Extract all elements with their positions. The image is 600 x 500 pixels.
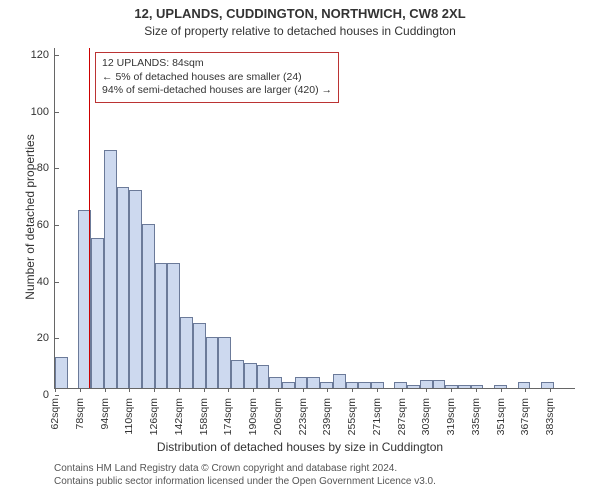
bar [180,317,193,388]
bar [167,263,180,388]
reference-line [89,48,90,388]
chart-title: 12, UPLANDS, CUDDINGTON, NORTHWICH, CW8 … [0,6,600,21]
x-axis-label: Distribution of detached houses by size … [0,440,600,454]
bar [117,187,130,388]
x-tick-mark [129,388,130,392]
x-tick: 142sqm [173,394,185,435]
x-tick: 190sqm [247,394,259,435]
y-tick: 80 [37,162,55,174]
x-tick-mark [303,388,304,392]
bar [282,382,295,388]
bar [206,337,219,388]
chart-subtitle: Size of property relative to detached ho… [0,24,600,38]
bar [231,360,244,388]
bar [541,382,554,388]
bar [218,337,231,388]
x-tick: 271sqm [371,394,383,435]
annotation-line2: ← 5% of detached houses are smaller (24) [102,71,332,85]
x-tick-mark [501,388,502,392]
footer-attribution: Contains HM Land Registry data © Crown c… [54,462,436,488]
bar [269,377,282,388]
x-tick: 351sqm [495,394,507,435]
bar [91,238,104,388]
x-tick-mark [426,388,427,392]
bar [142,224,155,388]
bar [420,380,433,389]
bar [295,377,308,388]
x-tick: 158sqm [198,394,210,435]
x-tick: 239sqm [321,394,333,435]
x-tick-mark [550,388,551,392]
x-tick-mark [352,388,353,392]
x-tick-mark [80,388,81,392]
y-tick: 120 [31,49,55,61]
x-tick: 383sqm [544,394,556,435]
x-tick-mark [377,388,378,392]
x-tick-mark [476,388,477,392]
bar [358,382,371,388]
x-tick-mark [204,388,205,392]
x-tick: 206sqm [272,394,284,435]
plot-area: 12 UPLANDS: 84sqm ← 5% of detached house… [54,48,575,389]
bar [104,150,117,388]
x-tick-mark [154,388,155,392]
x-tick: 110sqm [123,394,135,435]
annotation-box: 12 UPLANDS: 84sqm ← 5% of detached house… [95,52,339,103]
x-tick: 287sqm [396,394,408,435]
bar [333,374,346,388]
x-tick-mark [253,388,254,392]
annotation-line1: 12 UPLANDS: 84sqm [102,57,332,71]
footer-line2: Contains public sector information licen… [54,475,436,488]
bar [518,382,531,388]
x-tick: 62sqm [49,394,61,430]
footer-line1: Contains HM Land Registry data © Crown c… [54,462,436,475]
x-tick: 319sqm [445,394,457,435]
bar [155,263,168,388]
x-tick: 223sqm [297,394,309,435]
bar [458,385,471,388]
y-tick: 100 [31,106,55,118]
x-tick: 367sqm [519,394,531,435]
x-tick: 126sqm [148,394,160,435]
bar [129,190,142,388]
y-axis-label: Number of detached properties [23,117,37,317]
x-tick-mark [228,388,229,392]
bar [55,357,68,388]
x-tick: 335sqm [470,394,482,435]
x-tick-mark [105,388,106,392]
x-tick-mark [278,388,279,392]
bar [433,380,446,389]
x-tick: 303sqm [420,394,432,435]
x-tick: 78sqm [74,394,86,430]
x-tick-mark [451,388,452,392]
x-tick-mark [327,388,328,392]
bar [307,377,320,388]
y-tick: 60 [37,219,55,231]
x-tick-mark [179,388,180,392]
annotation-line3: 94% of semi-detached houses are larger (… [102,84,332,98]
y-tick: 40 [37,276,55,288]
y-tick: 20 [37,332,55,344]
x-tick-mark [402,388,403,392]
x-tick: 255sqm [346,394,358,435]
x-tick: 174sqm [222,394,234,435]
bar [193,323,206,388]
bar [257,365,270,388]
bar [244,363,257,389]
x-tick-mark [525,388,526,392]
bar [471,385,484,388]
chart-container: 12, UPLANDS, CUDDINGTON, NORTHWICH, CW8 … [0,0,600,500]
x-tick-mark [55,388,56,392]
x-tick: 94sqm [99,394,111,430]
bar [407,385,420,388]
